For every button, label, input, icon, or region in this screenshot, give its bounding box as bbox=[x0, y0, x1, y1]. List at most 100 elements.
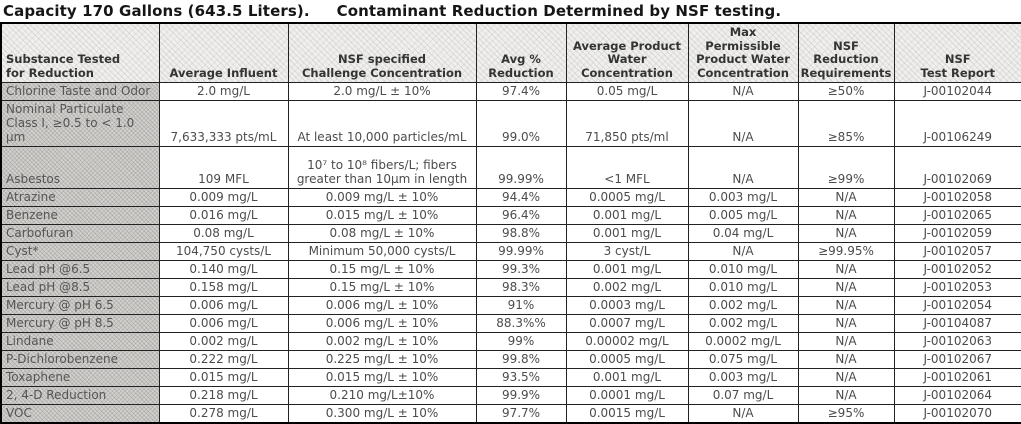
substance-cell: Mercury @ pH 6.5 bbox=[0, 296, 160, 315]
substance-cell: Benzene bbox=[0, 206, 160, 225]
substance-cell: VOC bbox=[0, 404, 160, 424]
substance-cell: Chlorine Taste and Odor bbox=[0, 82, 160, 101]
column-header: NSF Test Report bbox=[893, 22, 1021, 83]
value-cell: 97.7% bbox=[475, 404, 567, 424]
table-row: Nominal Particulate Class I, ≥0.5 to < 1… bbox=[0, 100, 1021, 147]
value-cell: 0.0005 mg/L bbox=[565, 188, 689, 207]
substance-cell: Lead pH @8.5 bbox=[0, 278, 160, 297]
value-cell: N/A bbox=[797, 188, 895, 207]
value-cell: 0.05 mg/L bbox=[565, 82, 689, 101]
value-cell: 104,750 cysts/L bbox=[158, 242, 289, 261]
value-cell: 0.006 mg/L bbox=[158, 296, 289, 315]
contaminant-reduction-table: Substance Tested for Reduction Average In… bbox=[0, 22, 1021, 424]
value-cell: N/A bbox=[687, 404, 799, 424]
value-cell: 0.002 mg/L bbox=[687, 296, 799, 315]
value-cell: 0.006 mg/L ± 10% bbox=[287, 296, 477, 315]
value-cell: 2.0 mg/L bbox=[158, 82, 289, 101]
value-cell: 91% bbox=[475, 296, 567, 315]
value-cell: 0.15 mg/L ± 10% bbox=[287, 278, 477, 297]
table-row: Lead pH @6.5 0.140 mg/L 0.15 mg/L ± 10% 99.… bbox=[0, 260, 1021, 279]
value-cell: 0.006 mg/L ± 10% bbox=[287, 314, 477, 333]
value-cell: 0.002 mg/L ± 10% bbox=[287, 332, 477, 351]
value-cell: 0.015 mg/L ± 10% bbox=[287, 206, 477, 225]
value-cell: At least 10,000 particles/mL bbox=[287, 100, 477, 147]
value-cell: <1 MFL bbox=[565, 146, 689, 189]
value-cell: N/A bbox=[797, 314, 895, 333]
value-cell: 109 MFL bbox=[158, 146, 289, 189]
value-cell: 2.0 mg/L ± 10% bbox=[287, 82, 477, 101]
value-cell: 98.8% bbox=[475, 224, 567, 243]
value-cell: J-00102067 bbox=[893, 350, 1021, 369]
value-cell: N/A bbox=[797, 260, 895, 279]
value-cell: N/A bbox=[797, 332, 895, 351]
value-cell: 0.075 mg/L bbox=[687, 350, 799, 369]
substance-cell: 2, 4-D Reduction bbox=[0, 386, 160, 405]
column-header: Average Product Water Concentration bbox=[565, 22, 689, 83]
value-cell: 99.99% bbox=[475, 242, 567, 261]
value-cell: ≥99.95% bbox=[797, 242, 895, 261]
value-cell: 0.218 mg/L bbox=[158, 386, 289, 405]
table-row: Chlorine Taste and Odor 2.0 mg/L 2.0 mg/L … bbox=[0, 82, 1021, 101]
value-cell: 0.08 mg/L ± 10% bbox=[287, 224, 477, 243]
value-cell: ≥50% bbox=[797, 82, 895, 101]
value-cell: 99.8% bbox=[475, 350, 567, 369]
value-cell: 99% bbox=[475, 332, 567, 351]
value-cell: 0.005 mg/L bbox=[687, 206, 799, 225]
value-cell: 0.0002 mg/L bbox=[687, 332, 799, 351]
header-row: Substance Tested for Reduction Average In… bbox=[0, 22, 1021, 83]
value-cell: J-00104087 bbox=[893, 314, 1021, 333]
subtitle-text: Contaminant Reduction Determined by NSF … bbox=[336, 2, 782, 20]
value-cell: 0.009 mg/L ± 10% bbox=[287, 188, 477, 207]
table-row: Cyst* 104,750 cysts/L Minimum 50,000 cysts… bbox=[0, 242, 1021, 261]
value-cell: 99.3% bbox=[475, 260, 567, 279]
value-cell: 0.001 mg/L bbox=[565, 368, 689, 387]
value-cell: 99.9% bbox=[475, 386, 567, 405]
value-cell: J-00102070 bbox=[893, 404, 1021, 424]
value-cell: 0.0015 mg/L bbox=[565, 404, 689, 424]
value-cell: 98.3% bbox=[475, 278, 567, 297]
value-cell: 0.001 mg/L bbox=[565, 224, 689, 243]
value-cell: 88.3%% bbox=[475, 314, 567, 333]
value-cell: J-00102061 bbox=[893, 368, 1021, 387]
value-cell: J-00106249 bbox=[893, 100, 1021, 147]
value-cell: 0.15 mg/L ± 10% bbox=[287, 260, 477, 279]
value-cell: J-00102059 bbox=[893, 224, 1021, 243]
substance-cell: Lindane bbox=[0, 332, 160, 351]
value-cell: 0.140 mg/L bbox=[158, 260, 289, 279]
value-cell: 0.300 mg/L ± 10% bbox=[287, 404, 477, 424]
value-cell: 0.278 mg/L bbox=[158, 404, 289, 424]
column-header: Average Influent bbox=[158, 22, 289, 83]
value-cell: J-00102064 bbox=[893, 386, 1021, 405]
value-cell: 97.4% bbox=[475, 82, 567, 101]
value-cell: J-00102057 bbox=[893, 242, 1021, 261]
value-cell: 0.158 mg/L bbox=[158, 278, 289, 297]
page-title: Capacity 170 Gallons (643.5 Liters). Cont… bbox=[0, 0, 1021, 20]
value-cell: 0.0007 mg/L bbox=[565, 314, 689, 333]
value-cell: 0.08 mg/L bbox=[158, 224, 289, 243]
value-cell: 99.0% bbox=[475, 100, 567, 147]
value-cell: J-00102054 bbox=[893, 296, 1021, 315]
substance-cell: Cyst* bbox=[0, 242, 160, 261]
value-cell: 0.0001 mg/L bbox=[565, 386, 689, 405]
value-cell: 0.006 mg/L bbox=[158, 314, 289, 333]
value-cell: N/A bbox=[687, 146, 799, 189]
value-cell: N/A bbox=[797, 224, 895, 243]
column-header: NSF Reduction Requirements bbox=[797, 22, 895, 83]
substance-cell: Lead pH @6.5 bbox=[0, 260, 160, 279]
value-cell: 0.210 mg/L±10% bbox=[287, 386, 477, 405]
table-row: Lindane 0.002 mg/L 0.002 mg/L ± 10% 99% 0.00… bbox=[0, 332, 1021, 351]
column-header: Avg % Reduction bbox=[475, 22, 567, 83]
value-cell: 0.002 mg/L bbox=[158, 332, 289, 351]
table-header: Substance Tested for Reduction Average In… bbox=[0, 22, 1021, 83]
value-cell: J-00102044 bbox=[893, 82, 1021, 101]
value-cell: J-00102052 bbox=[893, 260, 1021, 279]
value-cell: 0.04 mg/L bbox=[687, 224, 799, 243]
value-cell: 99.99% bbox=[475, 146, 567, 189]
value-cell: ≥85% bbox=[797, 100, 895, 147]
value-cell: 0.015 mg/L ± 10% bbox=[287, 368, 477, 387]
value-cell: 0.0005 mg/L bbox=[565, 350, 689, 369]
value-cell: 0.07 mg/L bbox=[687, 386, 799, 405]
value-cell: 0.00002 mg/L bbox=[565, 332, 689, 351]
table-row: Carbofuran 0.08 mg/L 0.08 mg/L ± 10% 98.8% 0… bbox=[0, 224, 1021, 243]
